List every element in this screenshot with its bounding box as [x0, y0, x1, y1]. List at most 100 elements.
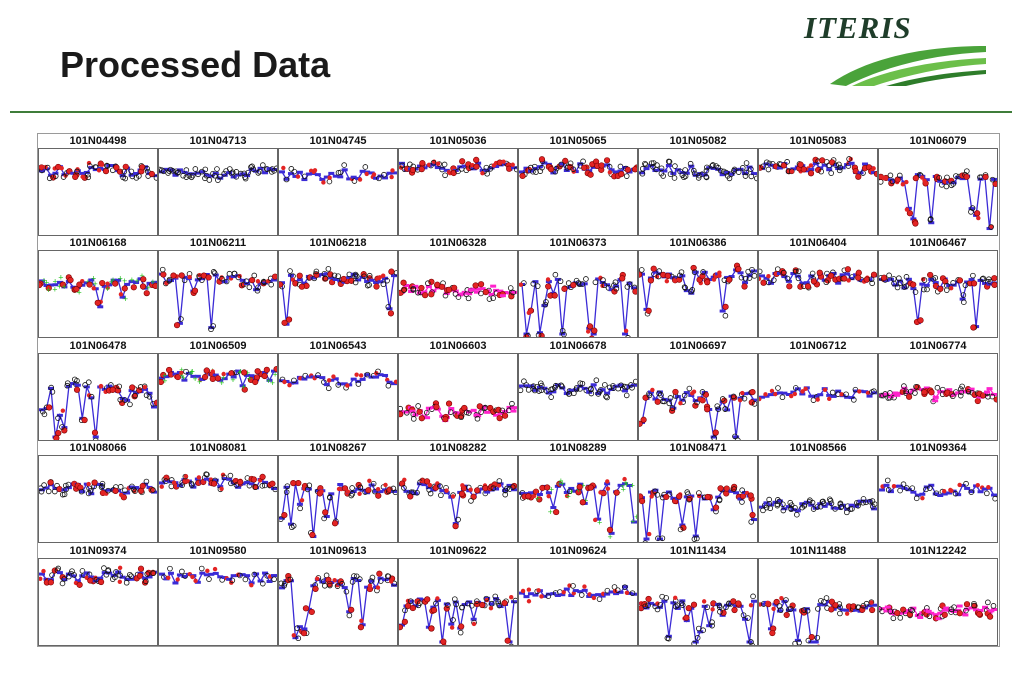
data-marker	[891, 394, 897, 401]
data-marker	[94, 300, 101, 307]
data-marker	[654, 398, 661, 405]
panel-101n06404: 101N06404	[758, 236, 878, 339]
data-marker	[423, 478, 431, 485]
data-marker: +	[46, 285, 51, 295]
data-marker	[237, 572, 243, 578]
data-marker	[690, 390, 695, 396]
data-marker	[553, 509, 560, 516]
data-marker	[974, 210, 981, 217]
data-marker	[715, 406, 722, 412]
data-marker	[889, 178, 896, 185]
data-marker	[418, 285, 425, 292]
data-marker	[424, 595, 431, 603]
data-marker	[919, 175, 925, 180]
data-marker: +	[273, 369, 277, 379]
data-marker	[355, 380, 362, 387]
data-marker	[122, 175, 128, 182]
panel-svg	[639, 593, 757, 645]
data-marker	[697, 396, 702, 402]
data-marker	[327, 271, 334, 278]
panel-label: 101N06603	[429, 339, 487, 352]
data-marker	[732, 433, 738, 440]
data-marker	[368, 577, 374, 584]
data-marker	[56, 486, 63, 493]
data-marker	[375, 487, 381, 492]
data-marker: +	[93, 280, 98, 290]
data-marker	[465, 161, 472, 168]
data-marker	[242, 174, 248, 180]
panel-svg	[279, 478, 397, 539]
data-marker	[388, 268, 395, 276]
data-marker	[854, 500, 860, 506]
data-marker	[741, 395, 748, 402]
data-marker	[404, 409, 410, 416]
data-marker	[419, 160, 426, 167]
data-marker	[710, 162, 716, 168]
data-marker	[357, 623, 365, 630]
data-marker	[76, 581, 83, 588]
data-marker	[570, 282, 577, 289]
data-marker	[490, 295, 496, 302]
panel-plot	[158, 557, 278, 646]
data-marker	[39, 282, 43, 289]
data-marker	[442, 293, 449, 299]
data-marker	[901, 383, 907, 389]
data-marker	[112, 574, 118, 580]
data-marker	[510, 409, 517, 413]
data-marker	[425, 280, 431, 287]
data-marker	[88, 393, 95, 400]
data-marker	[468, 498, 474, 504]
data-marker	[709, 163, 715, 169]
data-marker	[458, 414, 464, 420]
data-marker	[526, 310, 532, 316]
data-marker	[559, 383, 565, 390]
data-marker	[421, 292, 429, 299]
data-marker	[557, 278, 564, 285]
data-marker	[776, 602, 783, 609]
data-marker	[139, 283, 147, 290]
data-marker	[143, 290, 150, 297]
panel-plot	[38, 148, 158, 236]
data-marker	[168, 483, 175, 490]
data-marker	[789, 169, 795, 174]
data-marker	[906, 610, 914, 618]
data-marker	[777, 606, 784, 613]
data-marker	[426, 162, 432, 167]
data-marker	[773, 598, 780, 605]
panel-plot	[758, 352, 878, 441]
data-marker	[869, 599, 874, 605]
data-marker	[416, 599, 423, 606]
data-marker	[582, 583, 587, 589]
data-marker	[873, 170, 877, 178]
data-marker	[300, 629, 308, 636]
data-marker	[642, 603, 649, 609]
data-marker	[301, 173, 308, 180]
data-marker	[809, 271, 816, 277]
panel-label: 101N05036	[429, 135, 487, 147]
data-marker	[410, 489, 417, 496]
data-marker	[534, 283, 541, 290]
panel-101n08566: 101N08566	[758, 441, 878, 544]
panel-101n05036: 101N05036	[398, 134, 518, 236]
data-marker	[373, 283, 380, 291]
data-marker	[912, 175, 919, 182]
data-marker	[178, 316, 184, 323]
data-marker	[596, 388, 603, 395]
data-marker	[415, 402, 421, 409]
data-marker	[440, 638, 447, 645]
data-marker	[468, 602, 475, 609]
data-marker	[410, 286, 417, 292]
data-marker	[299, 498, 305, 503]
data-marker	[325, 266, 332, 273]
data-marker	[424, 416, 431, 420]
data-marker	[656, 390, 662, 396]
data-marker	[843, 391, 849, 397]
panel-svg	[399, 156, 517, 179]
data-marker	[841, 275, 848, 283]
data-marker	[759, 396, 762, 402]
panel-101n08081: 101N08081	[158, 441, 278, 544]
data-marker	[794, 512, 800, 518]
data-marker	[390, 168, 395, 173]
panel-101n04498: 101N04498	[38, 134, 158, 236]
data-marker	[900, 481, 907, 488]
